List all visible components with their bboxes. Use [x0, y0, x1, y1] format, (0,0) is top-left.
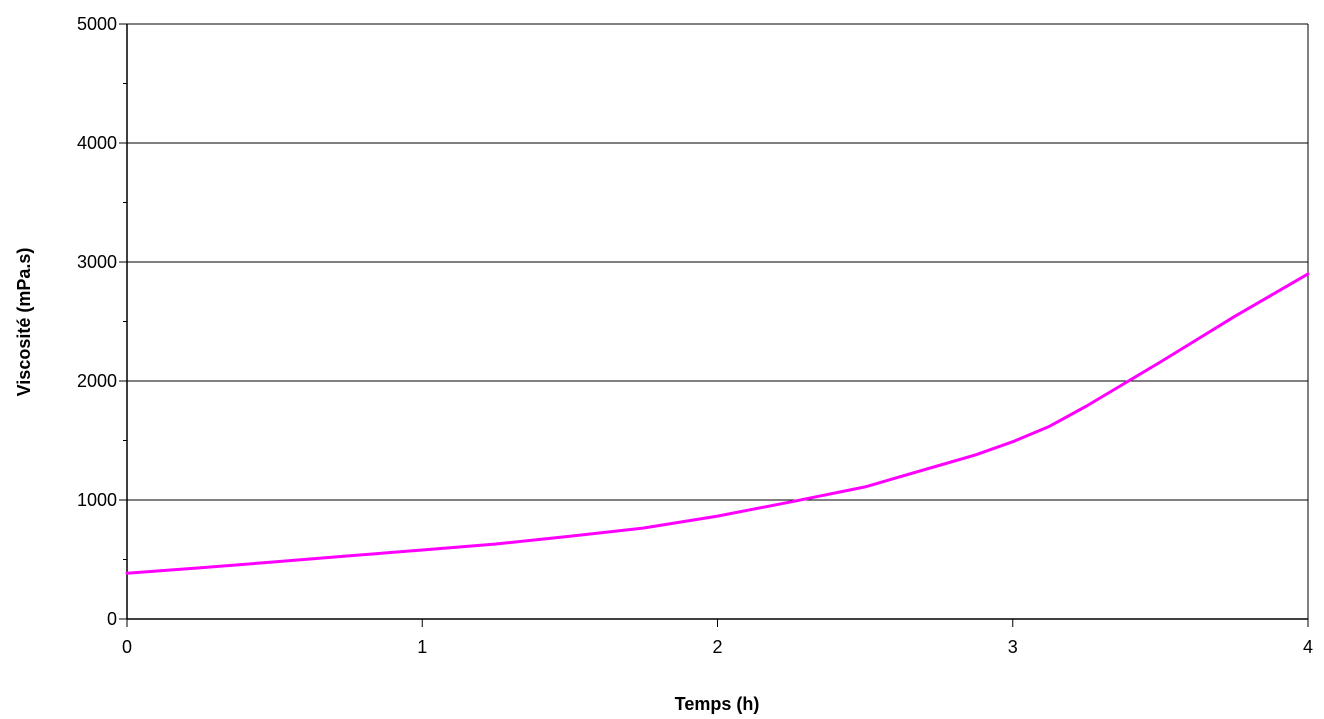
- grid-lines: [127, 23, 1308, 501]
- y-tick-label: 1000: [77, 490, 117, 510]
- plot-frame: [126, 23, 1309, 620]
- x-tick-label: 1: [417, 637, 427, 657]
- y-tick-label: 5000: [77, 14, 117, 34]
- series-line: [125, 272, 1310, 575]
- y-tick-label: 4000: [77, 133, 117, 153]
- y-axis-title: Viscosité (mPa.s): [14, 248, 34, 397]
- x-tick-label: 4: [1303, 637, 1313, 657]
- x-tick-label: 3: [1008, 637, 1018, 657]
- series-layer: [125, 272, 1310, 575]
- x-tick-label: 0: [122, 637, 132, 657]
- x-tick-label: 2: [712, 637, 722, 657]
- x-tick-labels: 0 1 2 3 4: [122, 637, 1313, 657]
- y-tick-label: 0: [107, 609, 117, 629]
- tick-marks: [119, 23, 1309, 627]
- y-tick-label: 2000: [77, 371, 117, 391]
- y-tick-label: 3000: [77, 252, 117, 272]
- x-axis-title: Temps (h): [675, 694, 760, 714]
- y-tick-labels: 0 1000 2000 3000 4000 5000: [77, 14, 117, 629]
